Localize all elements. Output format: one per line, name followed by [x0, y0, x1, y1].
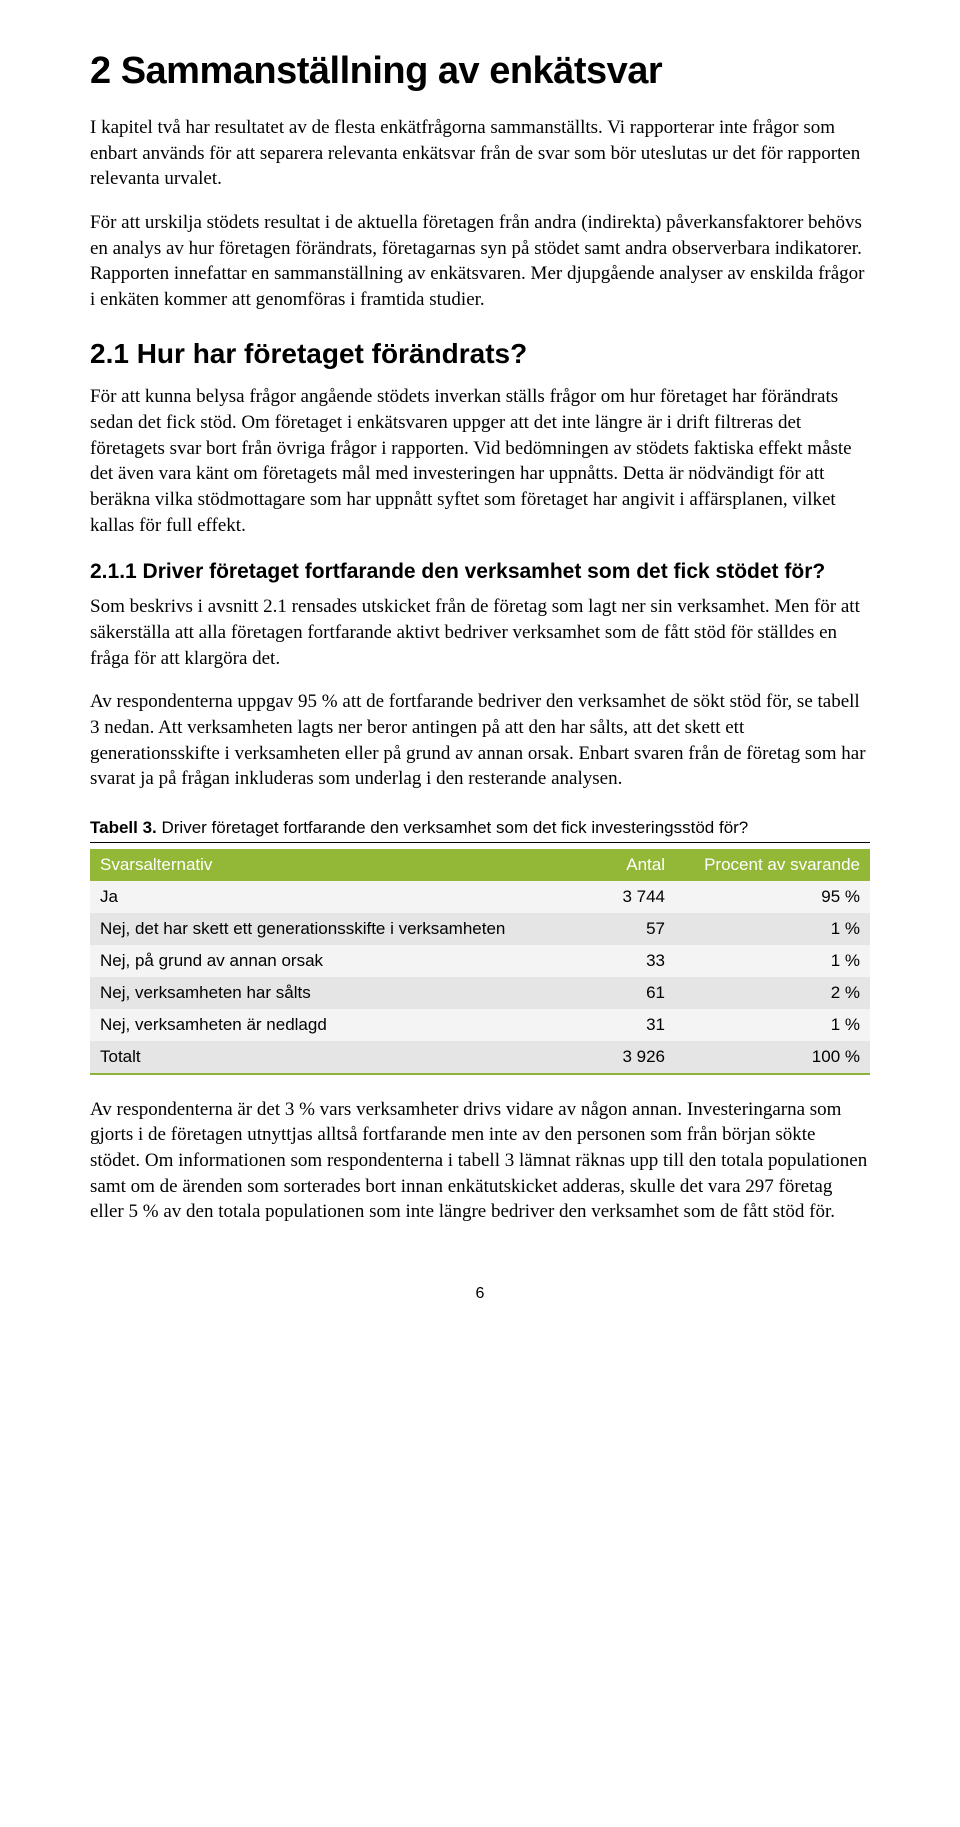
- page-number: 6: [90, 1285, 870, 1303]
- table-row: Nej, verksamheten är nedlagd311 %: [90, 1009, 870, 1041]
- table-cell: 100 %: [675, 1041, 870, 1074]
- table-cell: 1 %: [675, 1009, 870, 1041]
- table-cell: Ja: [90, 881, 542, 913]
- paragraph: För att urskilja stödets resultat i de a…: [90, 210, 870, 313]
- section-heading: 2.1 Hur har företaget förändrats?: [90, 338, 870, 370]
- table-caption-label: Tabell 3.: [90, 818, 157, 837]
- table-cell: 31: [542, 1009, 675, 1041]
- table-cell: 1 %: [675, 945, 870, 977]
- table-cell: 1 %: [675, 913, 870, 945]
- table-cell: 61: [542, 977, 675, 1009]
- table-row: Nej, på grund av annan orsak331 %: [90, 945, 870, 977]
- table-row: Nej, det har skett ett generationsskifte…: [90, 913, 870, 945]
- chapter-heading: 2 Sammanställning av enkätsvar: [90, 50, 870, 93]
- table-header-cell: Svarsalternativ: [90, 849, 542, 881]
- table-cell: Totalt: [90, 1041, 542, 1074]
- table-cell: 2 %: [675, 977, 870, 1009]
- table-row: Totalt3 926100 %: [90, 1041, 870, 1074]
- table-cell: 57: [542, 913, 675, 945]
- table-cell: 33: [542, 945, 675, 977]
- data-table: Svarsalternativ Antal Procent av svarand…: [90, 849, 870, 1075]
- paragraph: Som beskrivs i avsnitt 2.1 rensades utsk…: [90, 594, 870, 671]
- subsection-heading: 2.1.1 Driver företaget fortfarande den v…: [90, 560, 870, 584]
- table-cell: 3 926: [542, 1041, 675, 1074]
- table-cell: Nej, på grund av annan orsak: [90, 945, 542, 977]
- table-cell: 3 744: [542, 881, 675, 913]
- table-cell: Nej, verksamheten har sålts: [90, 977, 542, 1009]
- table-row: Ja3 74495 %: [90, 881, 870, 913]
- paragraph: Av respondenterna uppgav 95 % att de for…: [90, 689, 870, 792]
- paragraph: För att kunna belysa frågor angående stö…: [90, 384, 870, 538]
- table-header-cell: Antal: [542, 849, 675, 881]
- table-header-row: Svarsalternativ Antal Procent av svarand…: [90, 849, 870, 881]
- table-header-cell: Procent av svarande: [675, 849, 870, 881]
- table-cell: 95 %: [675, 881, 870, 913]
- table-row: Nej, verksamheten har sålts612 %: [90, 977, 870, 1009]
- table-caption: Tabell 3. Driver företaget fortfarande d…: [90, 818, 870, 843]
- table-cell: Nej, det har skett ett generationsskifte…: [90, 913, 542, 945]
- paragraph: Av respondenterna är det 3 % vars verksa…: [90, 1097, 870, 1225]
- table-cell: Nej, verksamheten är nedlagd: [90, 1009, 542, 1041]
- table-caption-text: Driver företaget fortfarande den verksam…: [157, 818, 749, 837]
- paragraph: I kapitel två har resultatet av de flest…: [90, 115, 870, 192]
